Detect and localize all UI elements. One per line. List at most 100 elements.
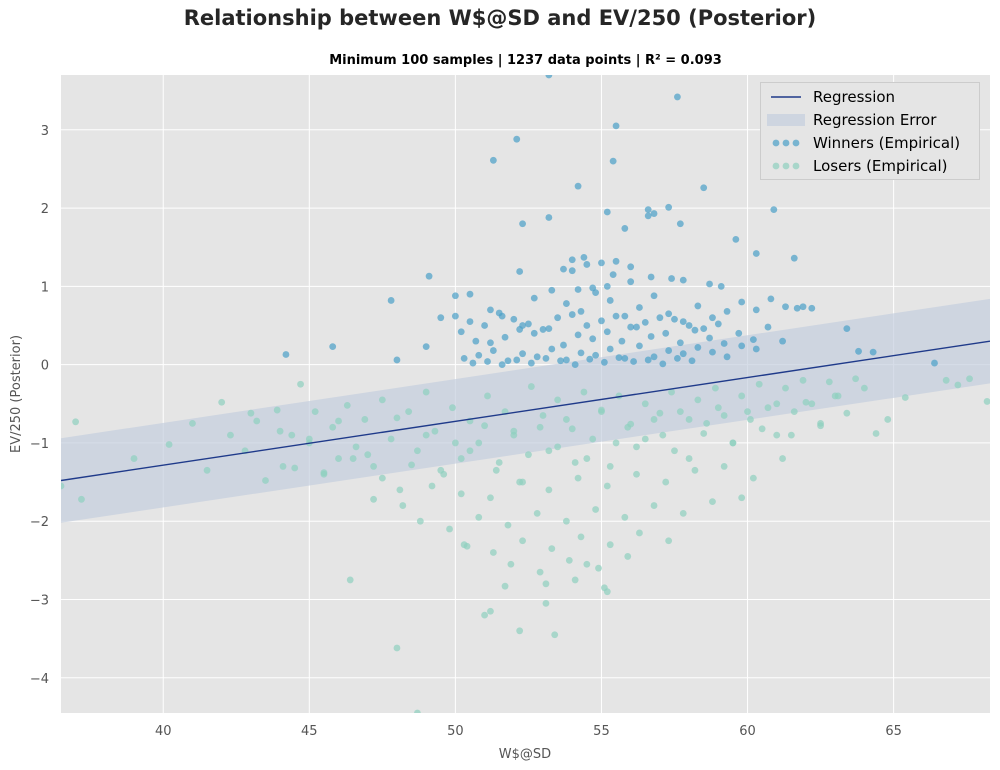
loser-point — [744, 408, 751, 416]
legend-item-winners: Winners (Empirical) — [761, 132, 979, 154]
winner-point — [498, 361, 506, 369]
winner-point — [466, 318, 474, 325]
winner-point — [539, 326, 547, 333]
winner-point — [717, 282, 725, 290]
loser-point — [492, 466, 500, 474]
winner-point — [609, 271, 617, 279]
winner-point — [808, 304, 816, 312]
winner-point — [437, 314, 445, 322]
loser-point — [650, 502, 658, 509]
winner-point — [487, 306, 494, 314]
loser-point — [545, 447, 553, 455]
loser-point — [446, 525, 453, 533]
loser-point — [536, 568, 544, 576]
winner-point — [545, 75, 553, 79]
winner-point — [732, 235, 740, 243]
loser-point — [405, 408, 413, 416]
x-tick-label: 40 — [155, 724, 172, 739]
y-tick-label: 0 — [41, 359, 49, 374]
loser-point — [942, 376, 950, 384]
loser-point — [738, 392, 746, 400]
winner-point — [475, 351, 483, 359]
loser-point — [592, 506, 600, 513]
loser-point — [884, 416, 892, 423]
loser-point — [451, 439, 459, 447]
winner-point — [586, 355, 594, 363]
legend-item-losers: Losers (Empirical) — [761, 155, 979, 177]
loser-point — [779, 455, 786, 462]
loser-point — [580, 388, 588, 396]
winner-point — [577, 308, 585, 315]
winner-point — [574, 331, 582, 339]
loser-point — [641, 400, 649, 408]
winner-point — [451, 312, 459, 320]
x-tick-label: 50 — [447, 724, 464, 739]
winner-point — [618, 337, 626, 345]
regression-line-layer — [61, 340, 990, 482]
winner-point — [714, 320, 722, 328]
winner-point — [650, 292, 658, 300]
winner-point — [700, 325, 708, 333]
winner-point — [606, 297, 614, 304]
loser-point — [595, 564, 602, 572]
winner-point — [700, 184, 708, 192]
winner-point — [694, 302, 702, 310]
winner-point — [583, 322, 591, 329]
winner-point — [484, 358, 491, 365]
legend-label-regression-error: Regression Error — [813, 111, 937, 129]
winner-point — [562, 300, 570, 307]
loser-point — [872, 430, 880, 437]
loser-point — [437, 466, 445, 474]
winner-point — [451, 292, 459, 300]
winner-point — [665, 347, 673, 354]
loser-point — [817, 422, 824, 430]
winner-point — [749, 336, 757, 343]
loser-point — [711, 384, 719, 392]
loser-point — [568, 425, 576, 433]
loser-point — [571, 459, 579, 466]
loser-point — [671, 447, 678, 455]
loser-point — [527, 383, 535, 390]
winner-point — [457, 328, 465, 336]
loser-point — [489, 549, 497, 556]
loser-point — [463, 542, 471, 550]
loser-point — [565, 556, 573, 564]
winner-point — [562, 356, 570, 364]
winner-point — [790, 254, 798, 262]
winner-point — [659, 360, 667, 368]
loser-point — [633, 470, 640, 478]
loser-point — [335, 455, 342, 462]
winner-point — [636, 304, 643, 311]
loser-point — [501, 582, 509, 590]
loser-point — [782, 384, 789, 392]
winner-point — [612, 257, 620, 265]
loser-point — [431, 427, 439, 435]
winner-point — [527, 359, 535, 367]
loser-point — [78, 495, 85, 503]
loser-point — [218, 398, 226, 406]
loser-point — [633, 443, 640, 451]
loser-point — [370, 495, 377, 503]
loser-point — [831, 392, 839, 400]
loser-point — [685, 416, 693, 423]
y-tick-label: 2 — [41, 202, 49, 217]
winner-point — [489, 156, 497, 164]
winner-point — [519, 350, 526, 358]
loser-point — [562, 517, 570, 525]
loser-point — [636, 529, 643, 537]
regression-line — [61, 340, 990, 482]
winner-point — [387, 297, 395, 304]
loser-point — [773, 400, 781, 408]
loser-point — [799, 376, 807, 384]
loser-point — [370, 463, 377, 470]
loser-point — [808, 400, 816, 408]
winner-point — [685, 322, 693, 329]
winner-point — [545, 325, 553, 333]
legend-winner-marker — [782, 139, 790, 147]
legend-loser-marker — [782, 162, 790, 170]
y-tick-label: 1 — [41, 280, 49, 295]
winner-point — [548, 345, 556, 353]
loser-point — [659, 431, 667, 439]
loser-point — [624, 553, 632, 560]
